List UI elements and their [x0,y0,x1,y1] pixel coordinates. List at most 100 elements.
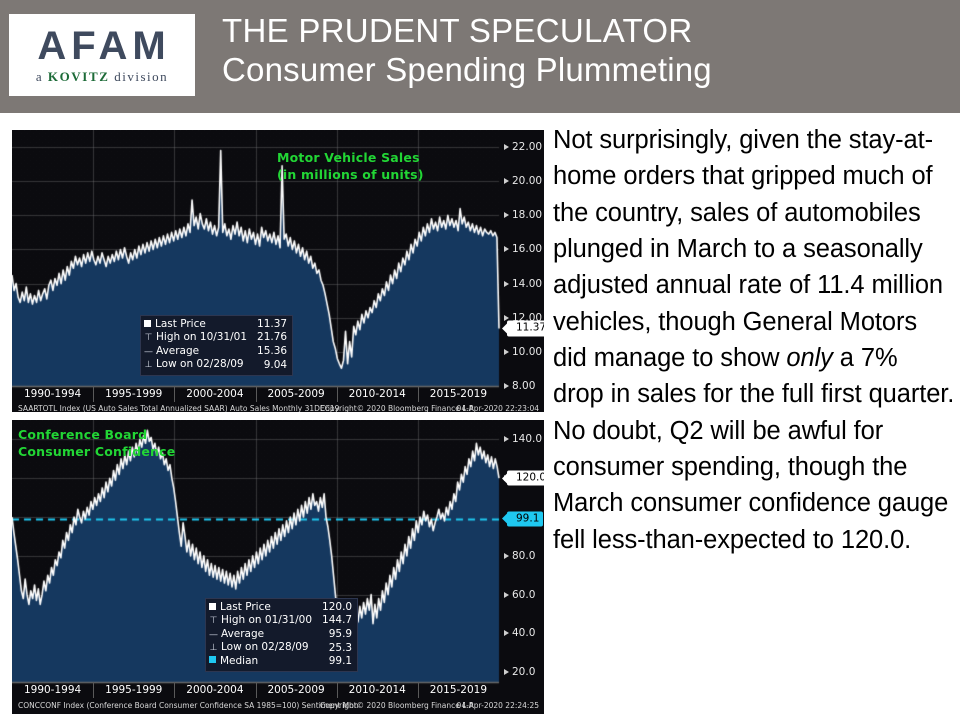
low-marker-icon: ⊥ [144,360,153,371]
chart1-legend: Last Price 11.37 ⊤ High on 10/31/01 21.76— Av… [140,315,294,376]
legend-label: ⊥ Low on 02/28/09 [144,358,244,371]
legend-label: ⊥ Low on 02/28/09 [209,641,309,654]
legend-row: ⊥ Low on 02/28/09 9.04 [144,358,288,372]
y-axis-tick: 14.00 [503,277,543,290]
consumer-confidence-chart: Conference Board Consumer Confidence Las… [12,420,544,714]
logo-tagline: a KOVITZ division [36,69,168,85]
legend-label: — Average [209,627,265,640]
legend-row: Median 99.1 [209,655,352,668]
high-marker-icon: ⊤ [144,333,153,344]
legend-label: — Average [144,344,200,357]
x-axis-label: 2015-2019 [429,684,488,696]
header-bar: AFAM a KOVITZ division THE PRUDENT SPECU… [0,0,960,113]
chart2-title: Conference Board Consumer Confidence [18,427,176,459]
motor-vehicle-sales-chart: Motor Vehicle Sales (in millions of unit… [12,130,544,412]
average-marker-icon: — [144,346,153,357]
x-axis-label: 1990-1994 [23,684,82,696]
chart1-x-axis: 1990-1994 1995-1999 2000-2004 2005-2009 2010… [12,386,544,403]
legend-value: 95.9 [328,627,353,640]
chart1-footer-timestamp: 04-Apr-2020 22:23:04 [456,404,539,412]
x-axis-separator [93,682,95,698]
y-axis-tick: 140.0 [503,433,543,446]
x-axis-separator [255,386,257,402]
legend-swatch-icon [209,602,216,610]
legend-value: 25.3 [328,641,353,654]
legend-label: Last Price [209,601,322,614]
x-axis-separator [174,386,176,402]
chart2-footer-source: CONCCONF Index (Conference Board Consume… [18,701,359,710]
legend-row: ⊤ High on 10/31/01 21.76 [144,331,288,345]
legend-label: Last Price [144,318,257,331]
legend-value: 15.36 [257,344,288,357]
chart1-title: Motor Vehicle Sales (in millions of unit… [277,150,424,182]
x-axis-label: 1995-1999 [105,684,163,696]
x-axis-label: 2010-2014 [348,684,406,696]
y-axis-tick: 18.00 [503,209,543,222]
x-axis-separator [174,682,176,698]
afam-logo: AFAM a KOVITZ division [9,14,195,96]
chart2-footer-copyright: Copyright© 2020 Bloomberg Finance L.P. [320,701,475,710]
page-title-line2: Consumer Spending Plummeting [222,50,712,88]
chart2-footer-timestamp: 04-Apr-2020 22:24:25 [456,701,539,710]
x-axis-separator [93,386,95,402]
legend-swatch-icon [144,319,151,327]
article-paragraph: Not surprisingly, given the stay-at-home… [553,122,955,558]
x-axis-separator [255,682,257,698]
legend-value: 11.37 [257,318,288,330]
legend-row: — Average 15.36 [144,345,287,359]
legend-row: Last Price 120.0 [209,601,352,614]
logo-tagline-post: division [109,68,169,84]
x-axis-separator [336,386,338,402]
article-text-part2: a 7% drop in sales for the full first qu… [553,343,955,554]
legend-value: 9.04 [263,358,288,371]
legend-value: 21.76 [257,331,288,344]
legend-row: — Average 95.9 [209,628,352,642]
x-axis-label: 2005-2009 [267,684,325,696]
y-axis-tick: 80.0 [503,549,536,562]
page-title-line1: THE PRUDENT SPECULATOR [222,12,693,49]
logo-wordmark: AFAM [37,23,171,68]
x-axis-label: 2015-2019 [429,388,488,400]
chart2-legend: Last Price 120.0 ⊤ High on 01/31/00 144.7— Av… [205,598,359,673]
y-axis-tick: 10.00 [503,345,543,358]
legend-value: 99.1 [328,654,353,667]
median-tag: 99.1 [501,511,544,527]
y-axis-tick: 22.00 [503,141,543,154]
legend-value: 120.0 [322,601,353,613]
x-axis-separator [417,386,419,402]
legend-row: ⊤ High on 01/31/00 144.7 [209,614,353,628]
chart1-footer-copyright: Copyright© 2020 Bloomberg Finance L.P. [320,404,475,412]
y-axis-tick: 20.0 [503,666,536,679]
x-axis-separator [336,682,338,698]
x-axis-label: 2005-2009 [267,388,325,400]
x-axis-label: 1990-1994 [23,388,82,400]
legend-label: Median [209,655,322,668]
x-axis-label: 1995-1999 [105,388,163,400]
legend-value: 144.7 [322,614,353,627]
y-axis-tick: 12.00 [503,311,543,324]
article-text-part1: Not surprisingly, given the stay-at-home… [553,126,944,372]
logo-tagline-pre: a [35,68,48,84]
high-marker-icon: ⊤ [209,616,218,627]
y-axis-tick: 20.00 [503,175,543,188]
x-axis-label: 2010-2014 [348,388,406,400]
logo-tagline-kovitz: KOVITZ [47,68,110,84]
average-marker-icon: — [209,629,218,640]
x-axis-separator [417,682,419,698]
legend-row: Last Price 11.37 [144,318,287,331]
y-axis-tick: 40.0 [503,627,536,640]
y-axis-tick: 60.0 [503,588,536,601]
legend-swatch-icon [209,656,216,664]
legend-row: ⊥ Low on 02/28/09 25.3 [209,641,353,655]
legend-label: ⊤ High on 10/31/01 [144,331,248,344]
x-axis-label: 2000-2004 [186,388,244,400]
article-emphasis: only [786,343,833,372]
low-marker-icon: ⊥ [209,643,218,654]
legend-label: ⊤ High on 01/31/00 [209,614,313,627]
y-axis-tick: 16.00 [503,243,543,256]
y-axis-tick: 8.00 [503,380,536,392]
page-title: THE PRUDENT SPECULATOR Consumer Spending… [222,12,942,90]
x-axis-label: 2000-2004 [186,684,244,696]
chart2-x-axis: 1990-1994 1995-1999 2000-2004 2005-2009 2010… [12,682,544,699]
last-price-tag: 120.0 [501,470,544,486]
